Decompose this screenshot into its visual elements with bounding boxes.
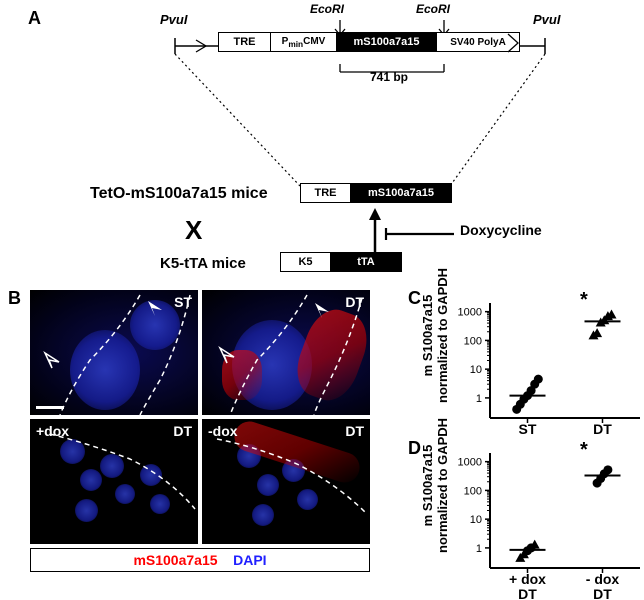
- svg-text:DT: DT: [518, 586, 537, 600]
- st-label: ST: [174, 294, 192, 310]
- sv40-text: SV40 PolyA: [450, 37, 506, 48]
- block-pmincmv: PminCMV: [271, 33, 337, 51]
- micrograph-panel: ST DT: [30, 290, 370, 572]
- ecori-right: EcoRI: [416, 2, 450, 16]
- teto-tre: TRE: [301, 184, 351, 202]
- svg-text:1: 1: [476, 393, 482, 405]
- k5-label: K5-tTA mice: [160, 255, 246, 272]
- block-ms100: mS100a7a15: [337, 33, 437, 51]
- pvui-left: PvuI: [160, 12, 187, 27]
- pvui-right: PvuI: [533, 12, 560, 27]
- minusdox-dt: DT: [345, 423, 364, 439]
- chart-c-sig: *: [580, 289, 588, 312]
- legend-gene: mS100a7a15: [133, 552, 217, 568]
- block-tre: TRE: [219, 33, 271, 51]
- frag-length: 741 bp: [370, 70, 408, 84]
- arrow-open-icon: [217, 345, 237, 365]
- arrow-filled-icon: [145, 298, 165, 318]
- micrograph-plusdox: +dox DT: [30, 419, 198, 544]
- svg-text:1: 1: [476, 543, 482, 555]
- chart-d-ylabel: m S100a7a15normalized to GAPDH: [420, 418, 450, 553]
- block-sv40: SV40 PolyA: [437, 33, 519, 51]
- plusdox-label: +dox: [36, 423, 69, 439]
- micrograph-st: ST: [30, 290, 198, 415]
- svg-text:10: 10: [470, 514, 482, 526]
- svg-text:DT: DT: [593, 421, 612, 437]
- teto-blocks: TRE mS100a7a15: [300, 183, 452, 203]
- legend-stain: DAPI: [233, 552, 266, 568]
- dt-label: DT: [345, 294, 364, 310]
- svg-text:100: 100: [464, 485, 482, 497]
- tta-block: tTA: [331, 253, 401, 271]
- teto-ms100: mS100a7a15: [351, 184, 451, 202]
- chart-c-plot: 1 10 100 1000 ST DT: [456, 295, 644, 445]
- construct-blocks: TRE PminCMV mS100a7a15 SV40 PolyA: [218, 32, 520, 52]
- micrograph-dt: DT: [202, 290, 370, 415]
- k5-blocks: K5 tTA: [280, 252, 402, 272]
- micrograph-minusdox: -dox DT: [202, 419, 370, 544]
- svg-text:100: 100: [464, 335, 482, 347]
- svg-text:1000: 1000: [458, 307, 482, 319]
- chart-d-sig: *: [580, 439, 588, 462]
- svg-text:+ dox: + dox: [509, 571, 546, 587]
- micrograph-legend: mS100a7a15 DAPI: [30, 548, 370, 572]
- plusdox-dt: DT: [173, 423, 192, 439]
- k5-block: K5: [281, 253, 331, 271]
- minusdox-label: -dox: [208, 423, 238, 439]
- ecori-left: EcoRI: [310, 2, 344, 16]
- chart-c-ylabel: m S100a7a15normalized to GAPDH: [420, 268, 450, 403]
- teto-label: TetO-mS100a7a15 mice: [90, 185, 268, 203]
- arrow-open-icon: [42, 350, 62, 370]
- dox-label: Doxycycline: [460, 222, 542, 238]
- svg-text:10: 10: [470, 364, 482, 376]
- scale-bar: [36, 406, 64, 409]
- svg-text:1000: 1000: [458, 457, 482, 469]
- svg-text:- dox: - dox: [586, 571, 620, 587]
- arrow-filled-icon: [312, 300, 332, 320]
- svg-text:DT: DT: [593, 586, 612, 600]
- svg-text:ST: ST: [519, 421, 537, 437]
- cross-symbol: X: [185, 215, 202, 246]
- chart-d-plot: 1101001000+ dox- doxDTDT: [456, 445, 644, 600]
